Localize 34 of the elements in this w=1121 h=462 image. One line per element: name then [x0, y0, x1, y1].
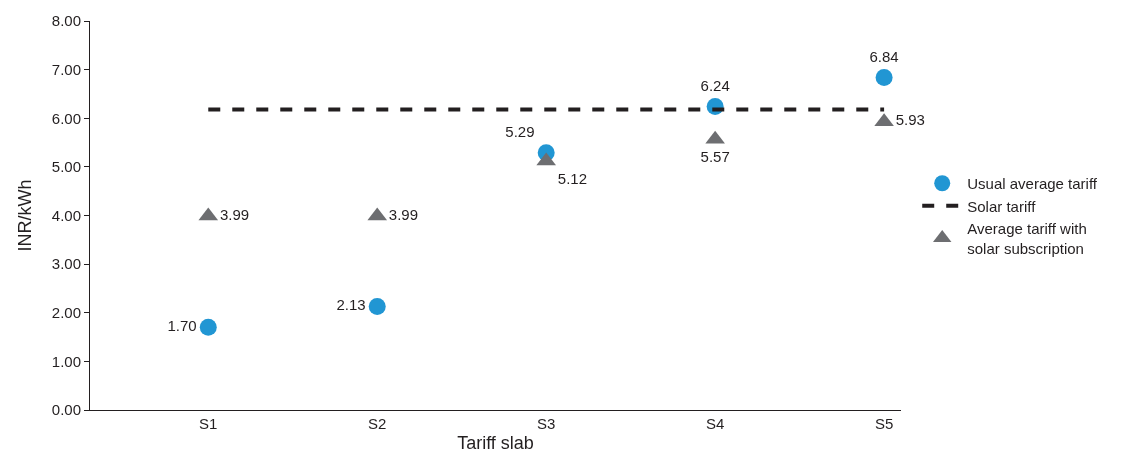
- legend-label: Average tariff with solar subscription: [967, 220, 1087, 257]
- y-tick-label: 1.00: [51, 352, 81, 370]
- y-tick-label: 6.00: [51, 109, 81, 127]
- x-tick-label: S4: [705, 415, 725, 432]
- data-label: 5.57: [700, 148, 730, 166]
- y-tick-label: 4.00: [51, 206, 81, 224]
- y-tick-label: 5.00: [51, 158, 81, 176]
- point: [199, 318, 217, 336]
- data-label: 3.99: [388, 205, 419, 223]
- x-tick-label: S5: [874, 415, 894, 432]
- point: [875, 68, 893, 86]
- legend-label: Solar tariff: [967, 197, 1037, 215]
- data-label: 6.84: [869, 48, 899, 66]
- point: [705, 130, 725, 144]
- data-label: 5.93: [895, 111, 925, 129]
- y-tick-label: 8.00: [51, 12, 81, 30]
- data-label: 1.70: [167, 317, 197, 335]
- data-label: 6.24: [700, 77, 730, 95]
- x-tick-label: S3: [537, 415, 556, 432]
- data-label: 5.12: [557, 169, 588, 187]
- data-label: 3.99: [219, 205, 250, 223]
- x-tick-label: S1: [199, 415, 218, 432]
- y-tick-label: 3.00: [51, 255, 81, 273]
- y-axis-title: INR/kWh: [15, 179, 35, 252]
- y-tick-label: 2.00: [51, 304, 81, 321]
- legend-label: Usual average tariff: [967, 175, 1098, 193]
- point: [368, 297, 386, 315]
- x-tick-label: S2: [368, 415, 387, 432]
- point: [536, 152, 556, 166]
- data-label: 5.29: [505, 123, 535, 141]
- y-tick-label: 7.00: [51, 60, 81, 78]
- x-axis-title: Tariff slab: [457, 433, 534, 454]
- y-tick-label: 0.00: [51, 401, 81, 419]
- data-label: 2.13: [336, 296, 366, 314]
